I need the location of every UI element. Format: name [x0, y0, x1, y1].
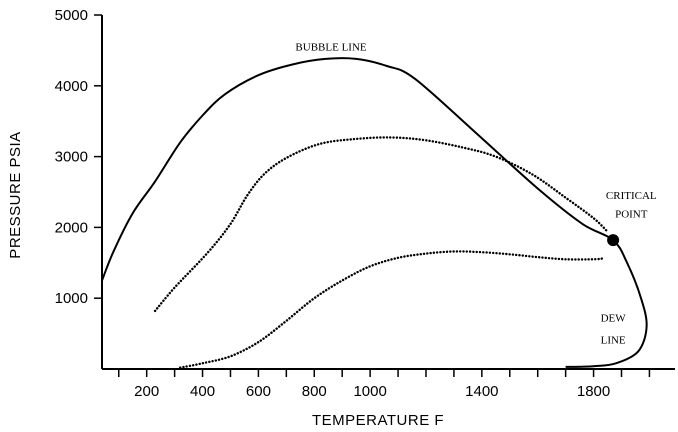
y-tick-label: 2000 [55, 219, 88, 236]
bubble-line-label: BUBBLE LINE [295, 41, 366, 53]
marker-layer [607, 234, 620, 247]
upper-dotted-quality-line [153, 136, 609, 313]
bubble-dew-envelope-line [101, 57, 648, 368]
y-tick-label: 4000 [55, 78, 88, 95]
critical-label: CRITICAL [606, 190, 657, 202]
annotation-layer: BUBBLE LINE CRITICAL POINT DEW LINE [295, 41, 656, 346]
point-label: POINT [615, 208, 648, 220]
x-tick-label: 200 [134, 383, 159, 400]
y-tick-label: 3000 [55, 149, 88, 166]
y-tick-label: 5000 [55, 7, 88, 24]
ticks: 1000 2000 3000 4000 5000 200 400 600 800 1000 1400… [55, 7, 651, 400]
x-tick-label: 400 [190, 383, 215, 400]
critical-point-marker [607, 234, 620, 247]
y-tick-label: 1000 [55, 290, 88, 307]
x-tick-label: 1800 [577, 383, 610, 400]
axes [101, 15, 675, 370]
x-axis-title: TEMPERATURE F [312, 412, 444, 429]
y-axis-title: PRESSURE PSIA [7, 131, 24, 258]
x-tick-label: 1400 [465, 383, 498, 400]
line-label: LINE [601, 335, 626, 347]
lower-dotted-quality-line [179, 250, 604, 369]
x-tick-label: 600 [246, 383, 271, 400]
x-tick-label: 800 [302, 383, 327, 400]
x-tick-label: 1000 [353, 383, 386, 400]
dew-label: DEW [601, 313, 627, 325]
series-layer [101, 57, 648, 369]
